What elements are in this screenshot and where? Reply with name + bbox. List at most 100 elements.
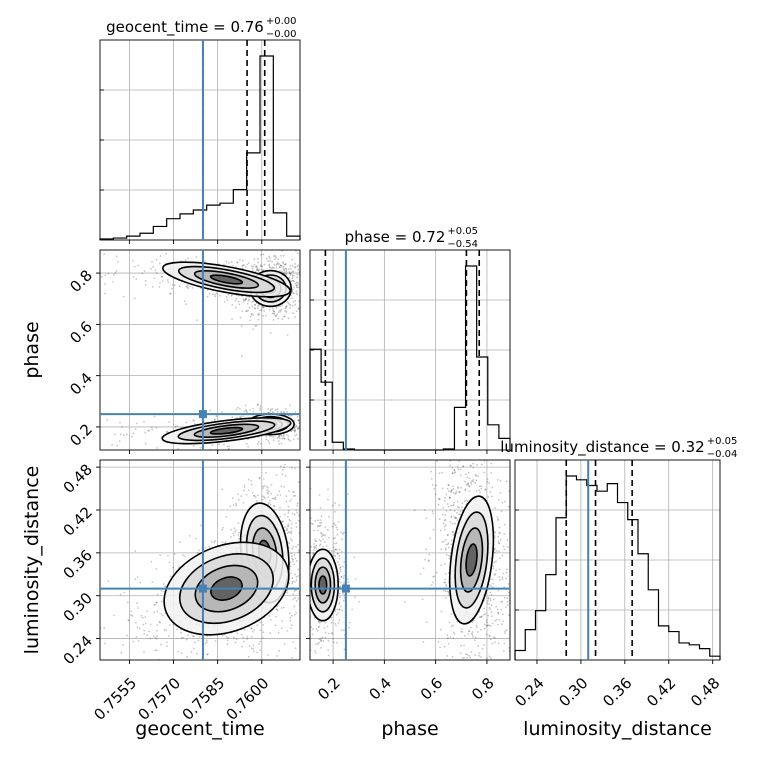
sample-point xyxy=(293,427,296,430)
sample-point xyxy=(247,478,250,481)
sample-point xyxy=(276,437,279,439)
sample-point xyxy=(320,535,323,538)
sample-point xyxy=(452,504,454,507)
sample-point xyxy=(457,506,459,508)
sample-point xyxy=(442,522,445,525)
sample-point xyxy=(447,572,450,574)
sample-point xyxy=(453,516,456,519)
sample-point xyxy=(421,598,424,601)
sample-point xyxy=(297,427,300,430)
sample-point xyxy=(308,660,310,662)
sample-point xyxy=(226,445,229,448)
panel-title-superscript: +0.05 xyxy=(447,226,478,237)
sample-point xyxy=(214,295,217,298)
sample-point xyxy=(478,489,480,492)
sample-point xyxy=(480,463,483,466)
sample-point xyxy=(289,307,291,309)
sample-point xyxy=(282,261,285,264)
sample-point xyxy=(330,550,333,552)
sample-point xyxy=(278,266,281,269)
sample-point xyxy=(490,462,493,465)
sample-point xyxy=(465,653,467,656)
sample-point xyxy=(307,560,309,562)
sample-point xyxy=(291,264,294,267)
sample-point xyxy=(237,493,239,496)
sample-point xyxy=(259,407,262,410)
x-axis-label-luminosity_distance: luminosity_distance xyxy=(523,718,712,740)
sample-point xyxy=(144,622,147,625)
sample-point xyxy=(488,624,491,627)
sample-point xyxy=(436,437,438,439)
sample-point xyxy=(265,435,268,438)
sample-point xyxy=(289,272,291,275)
sample-point xyxy=(285,527,288,530)
sample-point xyxy=(126,634,128,637)
sample-point xyxy=(340,550,343,553)
sample-point xyxy=(203,260,206,263)
sample-point xyxy=(273,310,275,313)
sample-point xyxy=(287,317,290,320)
sample-point xyxy=(233,636,235,639)
sample-point xyxy=(244,456,246,458)
sample-point xyxy=(449,497,451,499)
sample-point xyxy=(279,434,281,437)
sample-point xyxy=(221,411,224,414)
sample-point xyxy=(475,475,478,477)
sample-point xyxy=(282,266,285,268)
sample-point xyxy=(241,645,243,648)
sample-point xyxy=(289,619,292,622)
sample-point xyxy=(459,414,461,416)
sample-point xyxy=(496,692,498,694)
sample-point xyxy=(484,612,487,615)
sample-point xyxy=(334,554,337,557)
sample-point xyxy=(331,631,334,634)
sample-point xyxy=(187,287,190,290)
sample-point xyxy=(172,566,174,569)
sample-point xyxy=(476,631,479,633)
sample-point xyxy=(317,426,319,428)
sample-point xyxy=(144,431,147,434)
sample-point xyxy=(112,273,115,276)
sample-point xyxy=(116,260,119,263)
sample-point xyxy=(291,490,294,493)
sample-point xyxy=(229,505,232,508)
sample-point xyxy=(464,456,466,458)
sample-point xyxy=(292,584,294,586)
sample-point xyxy=(357,600,360,603)
sample-point xyxy=(286,525,289,527)
sample-point xyxy=(496,608,499,611)
2d-panel-frame xyxy=(309,459,511,661)
sample-point xyxy=(292,495,295,497)
sample-point xyxy=(342,599,345,602)
sample-point xyxy=(283,438,286,441)
sample-point xyxy=(460,627,463,630)
sample-point xyxy=(178,541,181,544)
sample-point xyxy=(264,497,266,500)
sample-point xyxy=(251,492,254,494)
sample-point xyxy=(288,404,291,407)
sample-point xyxy=(491,622,494,625)
sample-point xyxy=(448,621,451,624)
sample-point xyxy=(339,278,341,280)
sample-point xyxy=(316,427,318,429)
sample-point xyxy=(277,436,280,438)
sample-point xyxy=(497,498,500,501)
sample-point xyxy=(272,497,275,500)
sample-point xyxy=(289,304,292,307)
sample-point xyxy=(303,590,305,592)
sample-point xyxy=(288,518,291,521)
sample-point xyxy=(159,255,162,257)
sample-point xyxy=(223,443,225,446)
sample-point xyxy=(250,627,253,630)
sample-point xyxy=(336,528,339,531)
sample-point xyxy=(301,280,303,282)
sample-point xyxy=(246,636,249,638)
sample-point xyxy=(195,256,198,258)
sample-point xyxy=(336,295,338,297)
sample-point xyxy=(163,629,166,631)
sample-point xyxy=(446,670,448,672)
sample-point xyxy=(271,307,274,310)
sample-point xyxy=(301,571,303,573)
sample-point xyxy=(432,484,434,486)
sample-point xyxy=(297,597,300,600)
